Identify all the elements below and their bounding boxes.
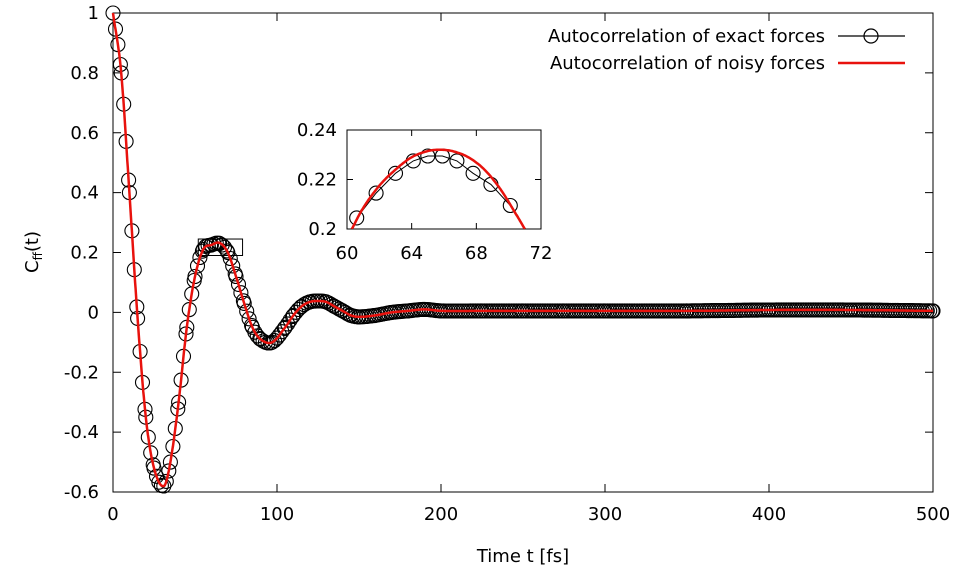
exact-forces-series	[105, 5, 941, 494]
inset-x-tick-label: 68	[465, 243, 488, 264]
exact-data-point	[189, 258, 206, 274]
y-axis-label-sub: ff	[31, 251, 45, 260]
exact-series-line	[112, 12, 933, 487]
y-tick-label: 1	[88, 3, 99, 24]
x-tick-label: 200	[424, 504, 458, 525]
noisy-forces-series	[111, 12, 933, 488]
exact-data-point	[146, 460, 162, 476]
exact-data-point	[219, 243, 235, 259]
exact-data-point	[225, 258, 241, 274]
exact-data-point	[335, 303, 351, 319]
y-axis-label: Cff(t)	[22, 231, 45, 273]
exact-data-point	[288, 304, 304, 320]
y-tick-label: 0.4	[70, 183, 99, 204]
x-axis: 0 100 200 300 400 500	[107, 13, 950, 525]
exact-data-point	[236, 295, 252, 311]
exact-data-point	[241, 311, 257, 327]
inset-noisy-series	[350, 148, 526, 229]
exact-data-point	[214, 237, 230, 253]
y-tick-label: 0	[88, 302, 99, 323]
inset-exact-data-point	[502, 197, 518, 214]
y-tick-label: 0.8	[70, 63, 99, 84]
y-axis-label-tail: (t)	[22, 231, 43, 252]
exact-data-point	[282, 312, 298, 328]
exact-data-point	[274, 324, 290, 340]
x-tick-label: 300	[588, 504, 622, 525]
y-tick-label: 0.6	[70, 123, 99, 144]
exact-data-point	[290, 301, 306, 318]
x-tick-label: 0	[107, 504, 118, 525]
x-tick-label: 500	[916, 504, 950, 525]
legend: Autocorrelation of exact forces Autocorr…	[548, 26, 905, 74]
inset-y-axis: 0.2 0.22 0.24	[297, 120, 541, 240]
noisy-series-line	[111, 12, 933, 488]
exact-data-point	[266, 333, 283, 349]
inset-y-tick-label: 0.22	[297, 170, 337, 191]
inset-x-tick-label: 72	[530, 243, 553, 264]
exact-data-point	[161, 463, 177, 479]
inset-exact-data-point	[368, 185, 384, 201]
exact-data-point	[222, 250, 238, 267]
legend-label-noisy: Autocorrelation of noisy forces	[550, 53, 825, 74]
exact-data-point	[187, 268, 203, 285]
inset-y-tick-label: 0.2	[308, 219, 337, 240]
inset-exact-data-point	[449, 153, 465, 169]
inset-exact-data-point	[420, 148, 436, 164]
y-tick-label: 0.2	[70, 243, 99, 264]
inset-exact-data-point	[465, 165, 481, 181]
y-tick-label: -0.6	[64, 482, 99, 503]
exact-data-point	[239, 303, 255, 319]
legend-marker-exact	[863, 28, 879, 44]
exact-data-point	[156, 478, 172, 494]
x-tick-label: 400	[752, 504, 786, 525]
inset-exact-data-point	[387, 165, 404, 181]
exact-data-point	[294, 298, 310, 314]
plot-frame	[112, 12, 934, 493]
inset-exact-data-point	[349, 210, 365, 226]
main-plot: -0.6 -0.4 -0.2 0 0.2 0.4 0.6 0.8 1 0 100 200 300 400…	[64, 3, 950, 525]
inset-exact-series	[349, 148, 518, 226]
inset-background	[346, 129, 542, 230]
y-axis-label-main: C	[22, 260, 43, 273]
exact-data-point	[230, 276, 247, 292]
y-tick-label: -0.4	[64, 422, 99, 443]
exact-data-point	[233, 285, 249, 301]
exact-data-point	[280, 316, 296, 332]
x-tick-label: 100	[260, 504, 294, 525]
inset-plot: 0.2 0.22 0.24 60 64 68 72	[297, 120, 553, 264]
x-axis-label: Time t [fs]	[476, 546, 569, 567]
legend-label-exact: Autocorrelation of exact forces	[548, 26, 825, 47]
y-tick-label: -0.2	[64, 362, 99, 383]
inset-x-tick-label: 60	[336, 243, 359, 264]
inset-x-tick-label: 64	[400, 243, 423, 264]
exact-data-point	[228, 268, 244, 285]
inset-y-tick-label: 0.24	[297, 120, 337, 141]
inset-x-axis: 60 64 68 72	[336, 130, 553, 264]
inset-noisy-line	[350, 148, 526, 229]
exact-data-point	[276, 320, 292, 336]
